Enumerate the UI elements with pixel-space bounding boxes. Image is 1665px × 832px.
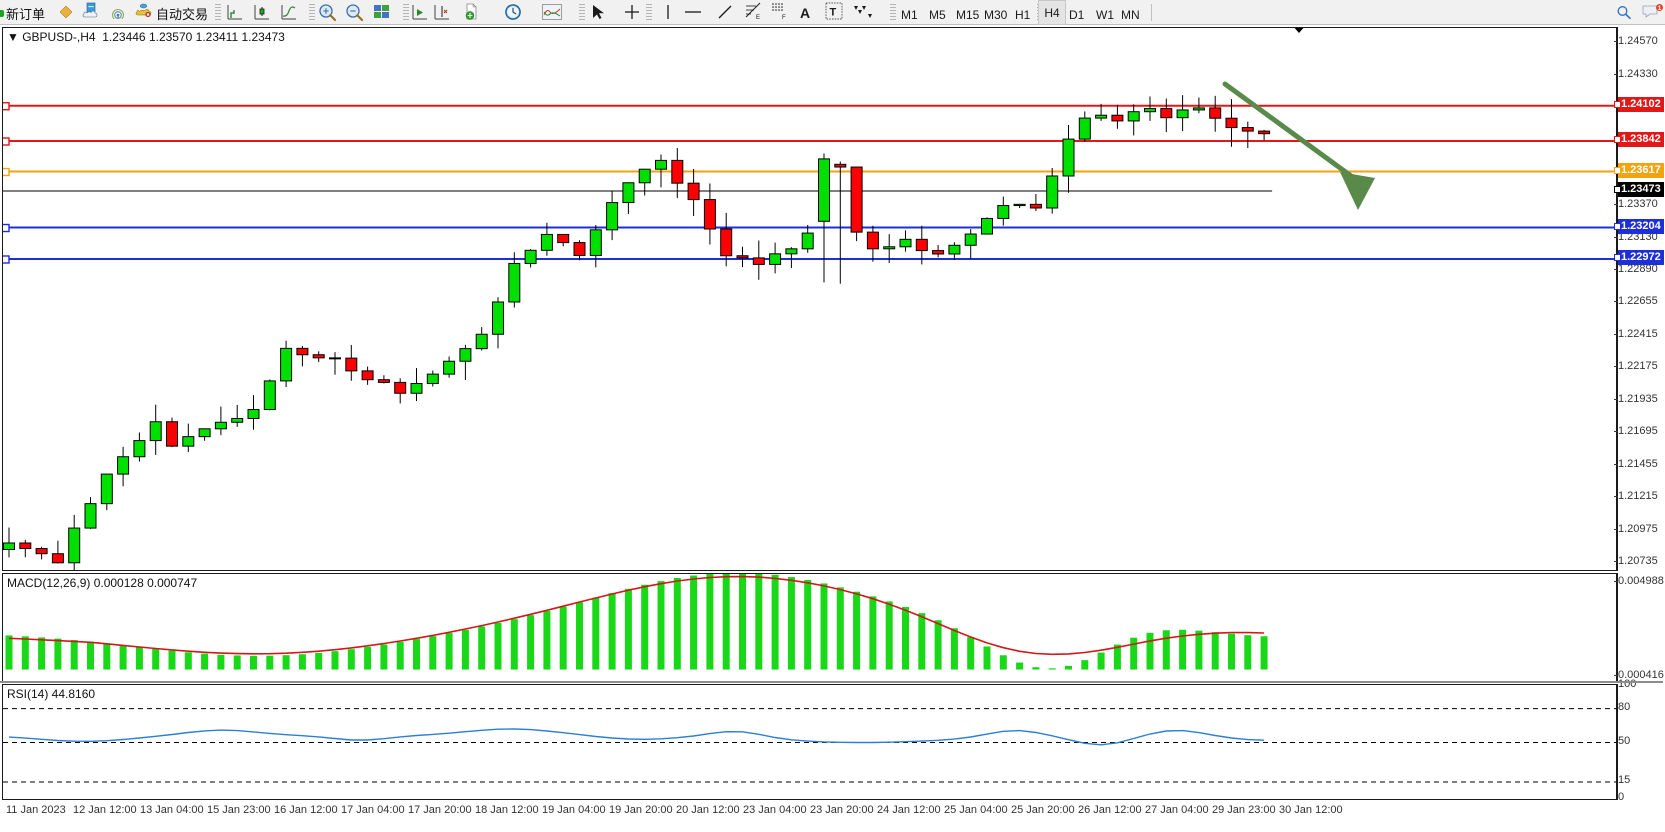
svg-text:1: 1	[1658, 5, 1662, 12]
svg-text:F: F	[782, 15, 786, 20]
svg-text:T: T	[830, 7, 837, 19]
svg-text:E: E	[756, 15, 760, 20]
